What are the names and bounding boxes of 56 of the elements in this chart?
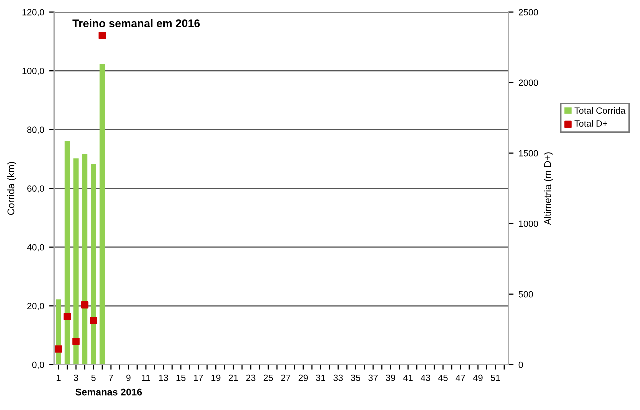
y-tick-label: 40,0 xyxy=(27,244,44,252)
y-tick-label: 60,0 xyxy=(28,186,44,194)
x-tick-label: 25 xyxy=(264,374,274,382)
y-tick-label: 0,0 xyxy=(32,362,44,370)
bar xyxy=(74,158,79,365)
point xyxy=(64,313,72,320)
y-tick-label: 20,0 xyxy=(28,303,44,311)
text: Treino semanal em 2016 xyxy=(72,19,200,28)
x-tick-label: 43 xyxy=(420,374,430,382)
bar xyxy=(82,154,88,365)
x-tick-label: 5 xyxy=(92,374,96,382)
x-tick-label: 21 xyxy=(228,374,238,382)
legend-label: Total Corrida xyxy=(574,107,626,114)
y-tick-label: 120,0 xyxy=(22,9,44,17)
x-tick-label: 49 xyxy=(473,374,483,382)
x-tick-label: 29 xyxy=(298,374,308,382)
y-tick-label: 80,0 xyxy=(28,126,44,134)
x-tick-label: 31 xyxy=(316,374,326,382)
x-tick-label: 3 xyxy=(74,374,78,382)
x-tick-label: 1 xyxy=(56,374,61,382)
legend-label: Total D+ xyxy=(574,120,608,127)
bar xyxy=(91,164,96,365)
y2-tick-label: 1000 xyxy=(519,220,538,228)
point xyxy=(90,317,98,325)
y2-tick-label: 1500 xyxy=(519,150,538,157)
point xyxy=(55,346,62,353)
point xyxy=(81,301,89,309)
bar xyxy=(100,64,106,365)
y2-tick-label: 500 xyxy=(518,291,534,298)
x-tick-label: 15 xyxy=(176,374,186,382)
y2-tick-label: 2000 xyxy=(518,80,538,86)
bar xyxy=(64,141,70,365)
x-tick-label: 11 xyxy=(142,374,150,382)
x-tick-label: 33 xyxy=(334,374,344,382)
x-tick-label: 9 xyxy=(126,374,131,382)
x-tick-label: 13 xyxy=(159,374,168,382)
point xyxy=(98,32,106,40)
x-axis-title: Semanas 2016 xyxy=(76,388,142,396)
x-tick-label: 27 xyxy=(281,374,291,382)
y-axis-title: Corrida (km) xyxy=(7,162,17,216)
x-tick-label: 37 xyxy=(368,374,378,382)
x-tick-label: 23 xyxy=(246,374,256,382)
x-tick-label: 19 xyxy=(212,374,221,382)
x-tick-label: 35 xyxy=(351,374,361,382)
y2-tick-label: 2500 xyxy=(518,9,538,16)
x-tick-label: 41 xyxy=(403,374,413,382)
point xyxy=(72,338,80,346)
x-tick-label: 45 xyxy=(438,374,448,382)
y2-tick-label: 0 xyxy=(518,362,524,368)
y2-axis-title: Altimetria (m D+) xyxy=(544,152,554,226)
x-tick-label: 39 xyxy=(386,374,396,382)
y-tick-label: 100,0 xyxy=(22,68,44,76)
x-tick-label: 7 xyxy=(109,374,114,382)
x-tick-label: 47 xyxy=(456,374,466,382)
x-tick-label: 51 xyxy=(491,374,500,382)
x-tick-label: 17 xyxy=(194,374,204,382)
